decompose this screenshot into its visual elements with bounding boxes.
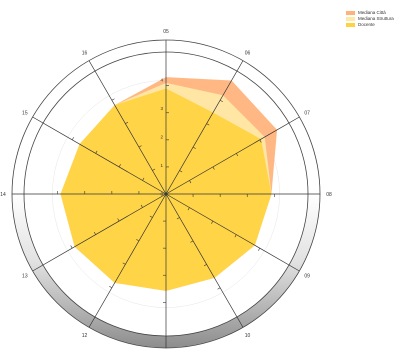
- axis-tick: [109, 286, 112, 289]
- axis-tick: [138, 145, 142, 148]
- axis-spoke: [165, 60, 244, 195]
- category-label: 16: [82, 51, 88, 57]
- legend-item: Mediana Città: [346, 10, 394, 16]
- legend-item: Docente: [346, 22, 394, 28]
- axis-tick: [212, 166, 215, 170]
- axis-tick: [234, 234, 237, 238]
- radial-tick-label: 1: [160, 163, 163, 168]
- category-label: 07: [304, 110, 310, 116]
- axis-tick: [122, 262, 126, 265]
- axis-tick: [71, 137, 74, 140]
- axis-tick: [192, 146, 196, 149]
- axis-tick: [259, 139, 262, 143]
- axis-spoke: [32, 116, 167, 195]
- axis-spoke: [165, 116, 300, 195]
- axis-tick: [118, 164, 121, 168]
- axis-tick: [93, 231, 96, 235]
- axis-tick: [140, 204, 143, 208]
- axis-tick: [203, 264, 207, 267]
- legend-swatch: [346, 17, 355, 21]
- radial-tick-label: 0: [160, 192, 163, 197]
- axis-spoke: [32, 193, 167, 272]
- radial-tick-label: 4: [160, 78, 163, 83]
- axis-tick: [152, 168, 156, 171]
- category-label: 08: [326, 192, 332, 198]
- legend-item: Mediana Struttura: [346, 16, 394, 22]
- category-label: 15: [22, 110, 28, 116]
- legend-label: Mediana Struttura: [358, 16, 394, 21]
- category-label: 06: [245, 51, 251, 57]
- axis-spoke: [88, 60, 167, 195]
- axis-tick: [149, 215, 153, 218]
- category-label: 13: [22, 273, 28, 279]
- axis-tick: [220, 99, 223, 102]
- category-label: 05: [163, 29, 169, 35]
- axis-tick: [70, 245, 73, 249]
- legend-swatch: [346, 23, 355, 27]
- category-label: 09: [304, 273, 310, 279]
- axis-tick: [190, 240, 194, 243]
- axis-tick: [187, 207, 190, 211]
- legend-swatch: [346, 11, 355, 15]
- axis-tick: [136, 239, 140, 242]
- legend-label: Mediana Città: [358, 10, 386, 15]
- axis-tick: [111, 98, 115, 101]
- category-label: 12: [82, 333, 88, 339]
- chart-legend: Mediana Città Mediana Struttura Docente: [346, 10, 394, 28]
- axis-tick: [211, 220, 214, 224]
- axis-tick: [206, 123, 210, 126]
- axis-spoke: [165, 193, 300, 272]
- axis-tick: [258, 248, 261, 251]
- axis-tick: [125, 121, 129, 124]
- axis-spoke: [165, 193, 244, 328]
- axis-tick: [117, 218, 120, 222]
- axis-tick: [217, 287, 221, 290]
- axis-tick: [179, 170, 183, 173]
- axis-tick: [236, 153, 239, 157]
- axis-tick: [142, 177, 145, 181]
- axis-tick: [95, 150, 98, 154]
- axis-tick: [176, 217, 180, 220]
- legend-label: Docente: [358, 22, 375, 27]
- axis-tick: [189, 180, 192, 184]
- category-label: 14: [0, 192, 6, 198]
- axis-spoke: [88, 193, 167, 328]
- radial-tick-label: 2: [160, 135, 163, 140]
- radial-tick-label: 3: [160, 106, 163, 111]
- category-label: 10: [245, 333, 251, 339]
